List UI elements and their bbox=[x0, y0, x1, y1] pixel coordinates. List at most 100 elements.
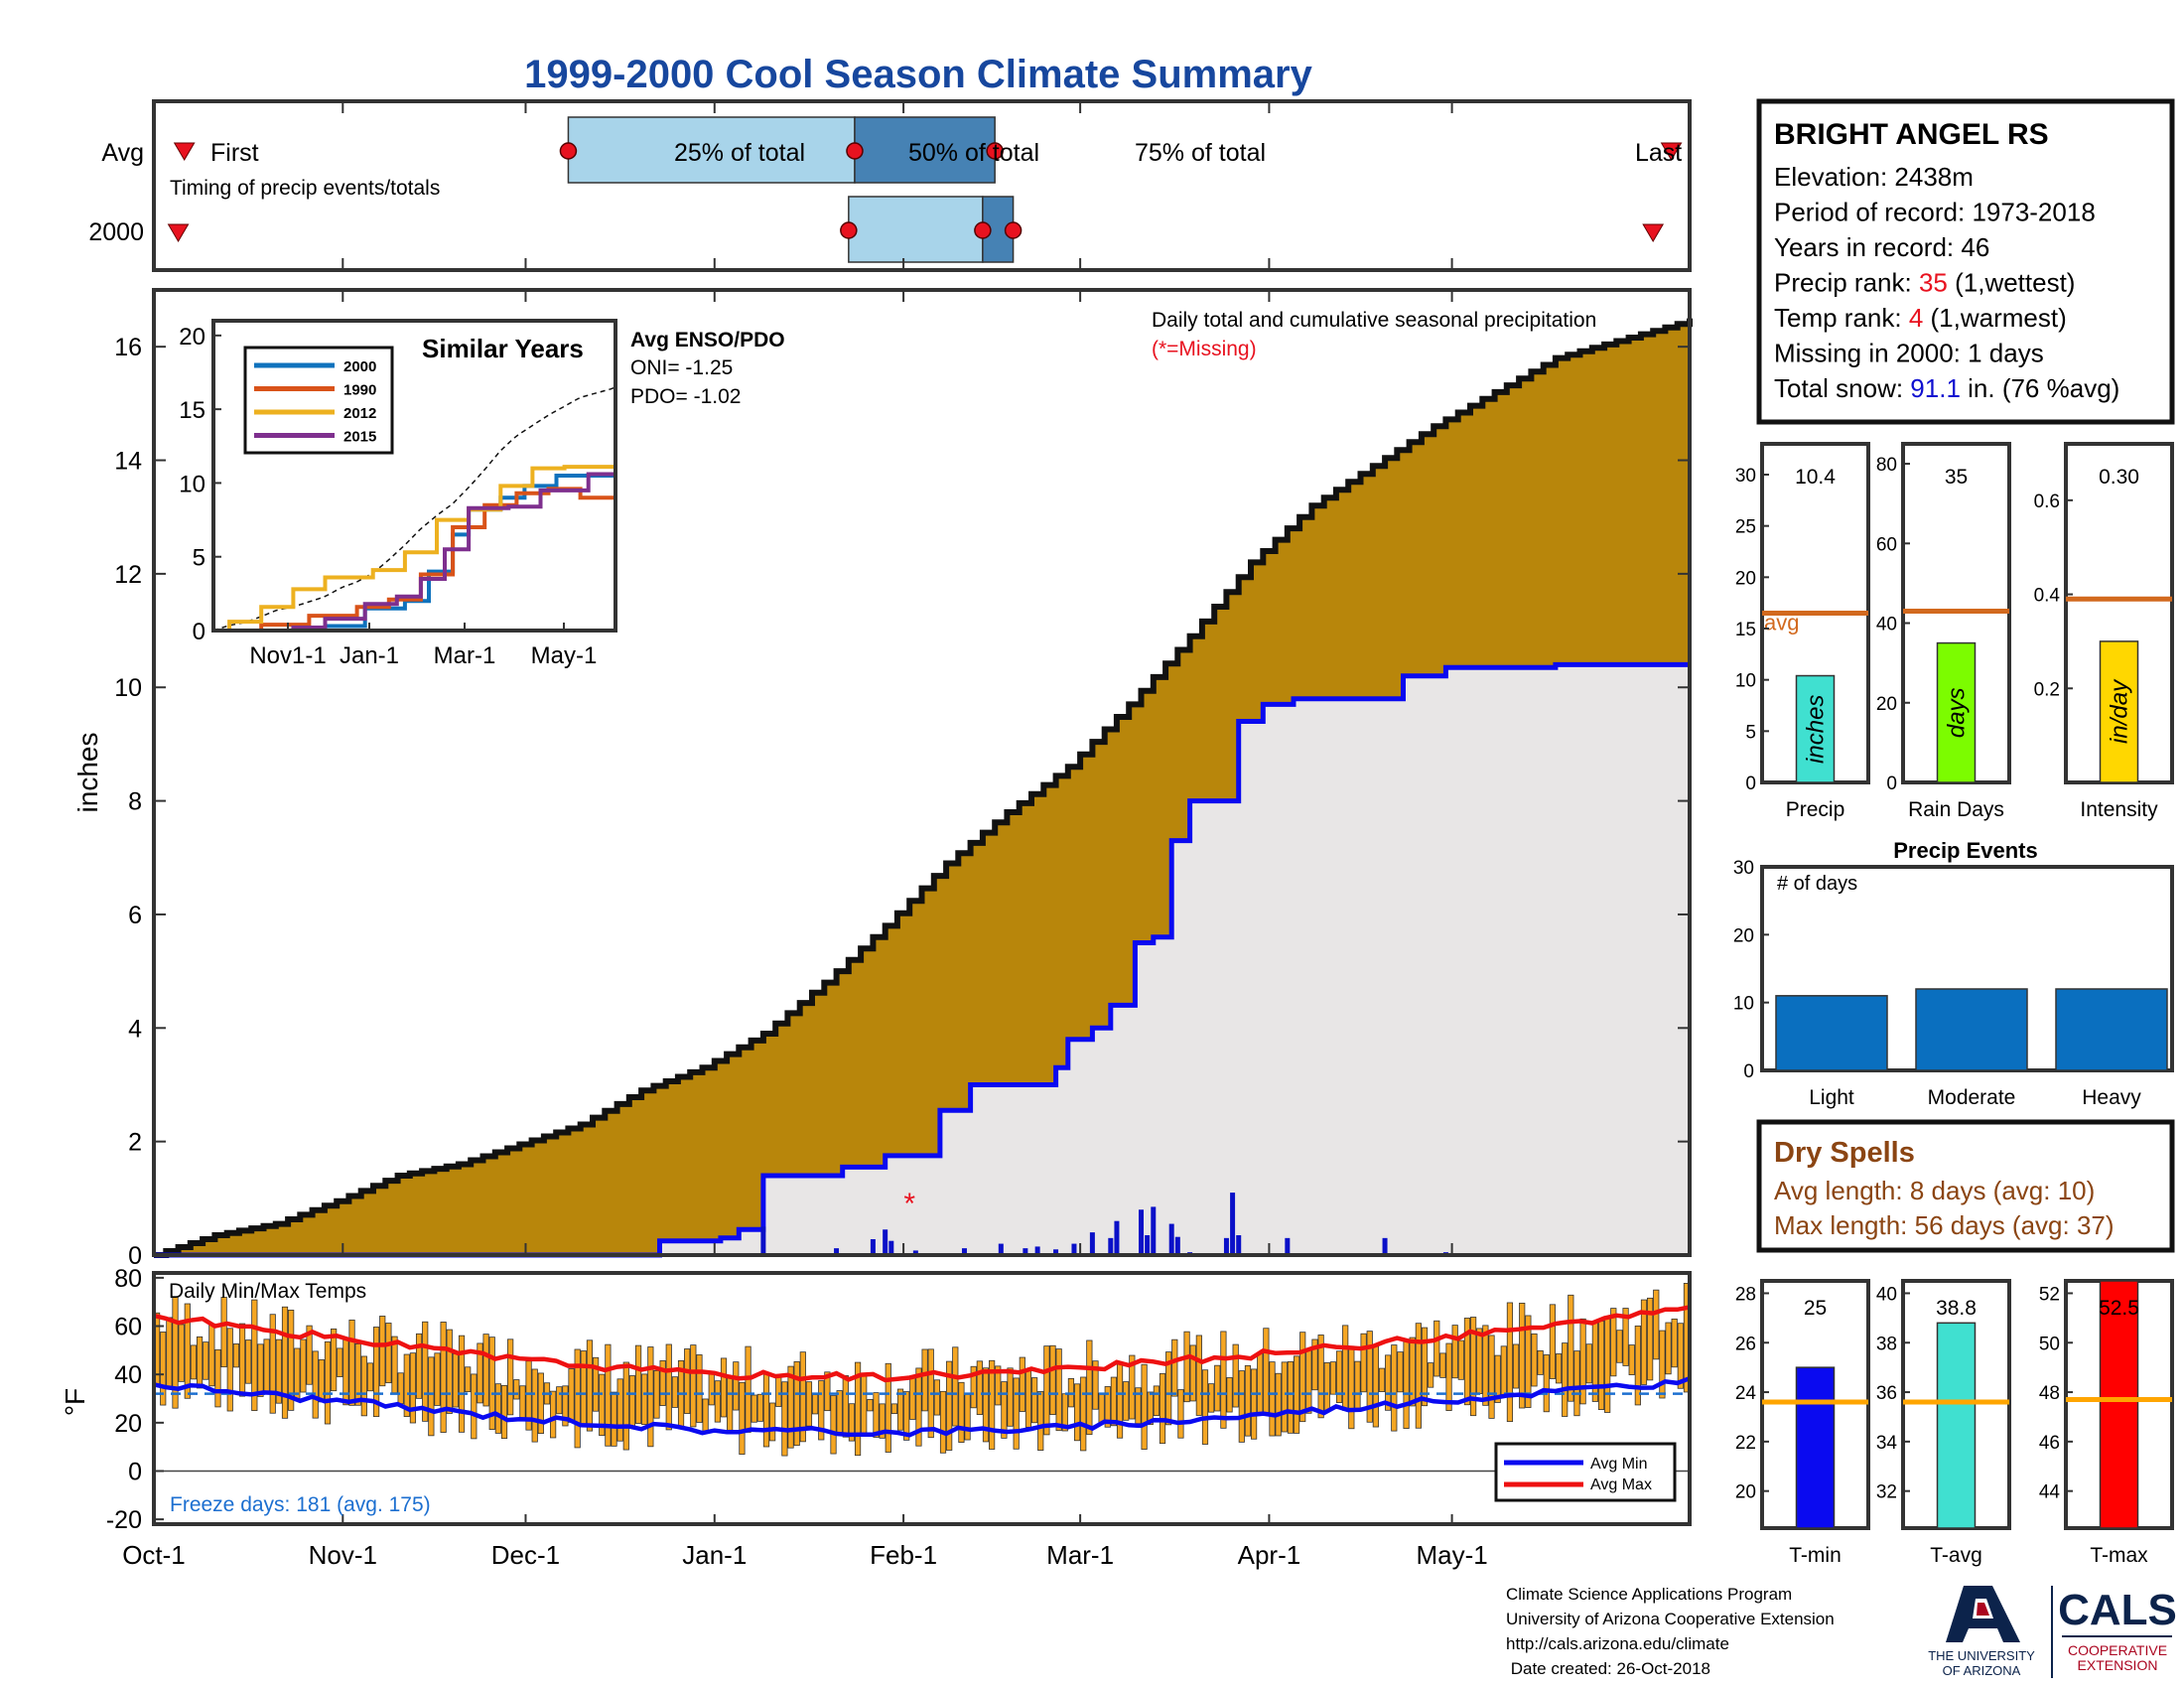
daily-temp-bar bbox=[403, 1353, 410, 1418]
timing-label: Timing of precip events/totals bbox=[170, 177, 440, 200]
dry-spells-frame bbox=[1756, 1119, 2175, 1253]
daily-temp-bar bbox=[494, 1383, 501, 1434]
main-ytick-label: 12 bbox=[114, 561, 142, 589]
daily-temp-bar bbox=[1482, 1325, 1489, 1406]
daily-temp-bar bbox=[1531, 1333, 1538, 1387]
daily-temp-bar bbox=[348, 1319, 355, 1406]
timing-last-label: Last bbox=[1635, 139, 1682, 167]
daily-temp-bar bbox=[166, 1317, 173, 1389]
daily-temp-bar bbox=[696, 1354, 703, 1423]
daily-temp-bar bbox=[172, 1296, 179, 1409]
daily-temp-bar bbox=[1677, 1323, 1684, 1389]
daily-temp-bar bbox=[885, 1362, 891, 1453]
daily-temp-bar bbox=[1385, 1354, 1392, 1411]
daily-temp-bar bbox=[879, 1403, 886, 1439]
daily-temp-bar bbox=[471, 1373, 478, 1440]
daily-temp-bar bbox=[1562, 1342, 1569, 1417]
mini-panel-ytick-label: 20 bbox=[1876, 694, 1897, 715]
station-info: BRIGHT ANGEL RS Elevation: 2438m Period o… bbox=[1756, 98, 2175, 425]
daily-temp-bar bbox=[190, 1344, 198, 1380]
daily-temp-bar bbox=[842, 1375, 849, 1438]
footer-line-4: Date created: 26-Oct-2018 bbox=[1506, 1659, 1710, 1678]
daily-temp-bar bbox=[550, 1390, 557, 1439]
mini-panel-ytick-label: 52 bbox=[2039, 1284, 2060, 1305]
daily-temp-bar bbox=[861, 1372, 868, 1435]
daily-temp-bar bbox=[812, 1394, 819, 1415]
daily-temp-bar bbox=[720, 1357, 728, 1418]
mini-panel-ytick-label: 50 bbox=[2039, 1334, 2060, 1354]
station-line-value: 91.1 bbox=[1910, 373, 1961, 403]
daily-temp-bar bbox=[970, 1365, 977, 1409]
mini-panel-ytick-label: 0.4 bbox=[2034, 586, 2061, 607]
mini-panel-ytick-label: 10 bbox=[1735, 671, 1756, 692]
cals-logo-ext: EXTENSION bbox=[2078, 1657, 2158, 1673]
daily-temp-bar bbox=[220, 1296, 227, 1368]
daily-temp-bar bbox=[1555, 1353, 1563, 1384]
daily-temp-bar bbox=[952, 1346, 959, 1427]
daily-temp-bar bbox=[465, 1366, 472, 1393]
precip-events-bar-Light bbox=[1775, 995, 1888, 1071]
daily-precip-bar bbox=[1236, 1234, 1242, 1255]
precip-events-title: Precip Events bbox=[1893, 838, 2038, 863]
mini-panel-ytick-label: 34 bbox=[1876, 1433, 1898, 1454]
daily-temp-bar bbox=[568, 1368, 575, 1423]
mini-panel-Rain Days-unit: days bbox=[1944, 687, 1971, 738]
avg-cumulative-line bbox=[154, 318, 1693, 1258]
daily-temp-bar bbox=[1238, 1370, 1245, 1443]
station-line-label: Total snow: bbox=[1774, 373, 1910, 403]
daily-temp-bar bbox=[665, 1343, 672, 1431]
daily-precip-bar bbox=[1114, 1220, 1120, 1255]
daily-precip-bar bbox=[760, 1226, 766, 1255]
inset-legend-label: 1990 bbox=[343, 382, 376, 399]
station-line-value: 35 bbox=[1919, 268, 1948, 298]
enso-title: Avg ENSO/PDO bbox=[630, 329, 785, 352]
daily-temp-bar bbox=[1123, 1381, 1130, 1421]
daily-temp-bar bbox=[294, 1347, 301, 1399]
daily-temp-bar bbox=[208, 1323, 215, 1387]
daily-temp-bar bbox=[1354, 1360, 1361, 1412]
daily-temp-bar bbox=[1129, 1354, 1136, 1420]
daily-temp-bar bbox=[1073, 1383, 1081, 1442]
mini-panel-Intensity-value: 0.30 bbox=[2099, 466, 2139, 489]
timing-content bbox=[153, 103, 1683, 268]
avg-max-line bbox=[153, 1305, 1691, 1383]
season-xtick-label: Oct-1 bbox=[122, 1540, 186, 1570]
daily-temp-bar bbox=[1451, 1325, 1458, 1379]
daily-temp-bar bbox=[982, 1367, 990, 1443]
station-line-suffix: in. (76 %avg) bbox=[1961, 373, 2119, 403]
daily-temp-bar bbox=[288, 1310, 295, 1411]
timing-pct75-label: 75% of total bbox=[1135, 139, 1266, 167]
timing-pct50-label: 50% of total bbox=[908, 139, 1039, 167]
daily-temp-bar bbox=[976, 1360, 983, 1415]
daily-temp-bar bbox=[226, 1328, 233, 1412]
mini-panel-T-avg-title: T-avg bbox=[1930, 1544, 1982, 1567]
daily-temp-bar bbox=[354, 1343, 361, 1406]
daily-temp-bar bbox=[903, 1391, 910, 1441]
daily-temp-bar bbox=[318, 1359, 325, 1403]
daily-temp-bar bbox=[1428, 1362, 1434, 1388]
daily-temp-bar bbox=[306, 1325, 313, 1385]
daily-precip-bar bbox=[1382, 1237, 1388, 1255]
footer-line-1: Climate Science Applications Program bbox=[1506, 1585, 1792, 1604]
timing-2000-last-marker bbox=[1642, 223, 1665, 242]
daily-temp-bar bbox=[1397, 1351, 1404, 1393]
mini-panel-Intensity-unit: in/day bbox=[2107, 678, 2133, 744]
timing-avg-25-marker bbox=[559, 142, 578, 160]
daily-temp-bar bbox=[775, 1373, 782, 1407]
daily-temp-bar bbox=[1110, 1376, 1118, 1427]
daily-temp-bar bbox=[1329, 1361, 1337, 1395]
daily-temp-bar bbox=[867, 1399, 874, 1412]
daily-temp-bar bbox=[1116, 1363, 1124, 1439]
daily-temp-bar bbox=[684, 1348, 691, 1414]
main-chart-annotation: Daily total and cumulative seasonal prec… bbox=[1152, 309, 1596, 332]
timing-avg-75-marker bbox=[986, 142, 1004, 160]
daily-temp-bar bbox=[1214, 1364, 1221, 1412]
temp-ytick-label: 20 bbox=[114, 1410, 142, 1438]
temperature-chart: -20 0 20 40 60 80 °F Daily Min/Max Temps Free… bbox=[60, 1265, 1692, 1534]
temp-ytick-label: 60 bbox=[114, 1314, 142, 1341]
daily-temp-bar bbox=[556, 1386, 563, 1415]
mini-panel-T-avg-bar bbox=[1936, 1322, 1977, 1529]
daily-temp-bar bbox=[1665, 1322, 1672, 1375]
mini-panel-ytick-label: 32 bbox=[1876, 1482, 1897, 1503]
mini-panel-Precip-unit: inches bbox=[1803, 695, 1830, 764]
